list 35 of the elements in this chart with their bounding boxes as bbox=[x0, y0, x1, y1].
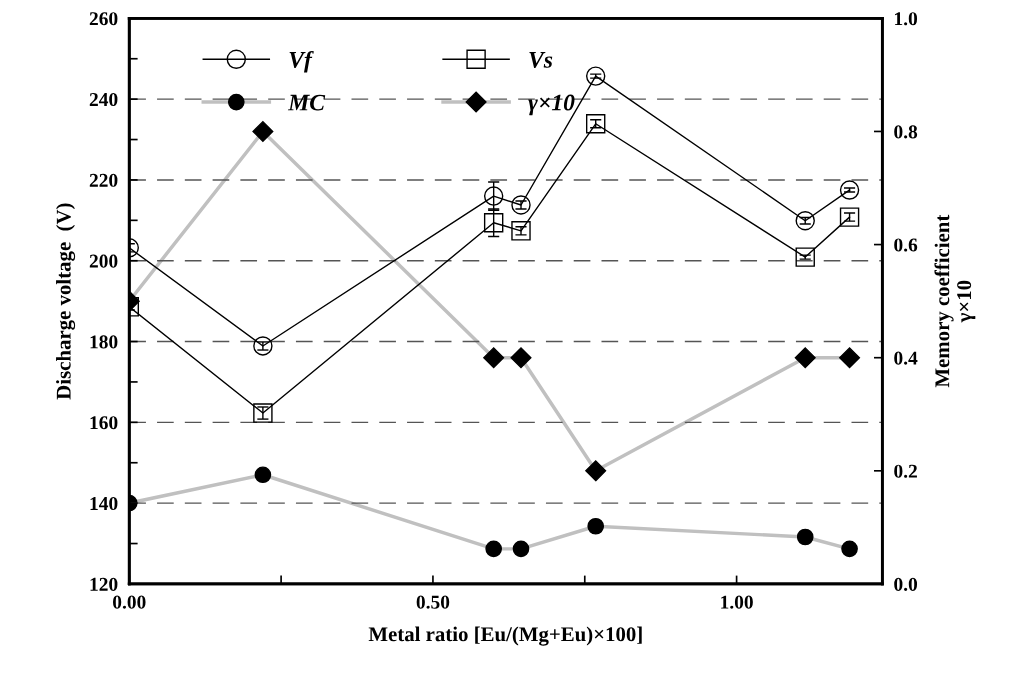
y-tick-label: 260 bbox=[89, 12, 118, 26]
point bbox=[585, 66, 606, 86]
y-tick-label: 180 bbox=[90, 335, 118, 349]
legend-label: Vs bbox=[529, 52, 553, 68]
point bbox=[253, 336, 273, 356]
point bbox=[839, 180, 860, 200]
point bbox=[483, 213, 504, 233]
point bbox=[839, 207, 860, 227]
x-tick-label: 1.00 bbox=[721, 595, 753, 609]
y-tick-label: 160 bbox=[90, 416, 118, 430]
y2-tick-label: 0.2 bbox=[894, 464, 917, 478]
y2-tick-label: 0.0 bbox=[894, 577, 918, 591]
y-tick-label: 200 bbox=[89, 254, 118, 268]
y2-tick-label: 0.4 bbox=[894, 351, 918, 365]
x-axis-title: Metal ratio [Eu/(Mg+Eu)×100] bbox=[368, 626, 642, 646]
point bbox=[585, 114, 606, 134]
legend-label: γ×10 bbox=[528, 94, 575, 116]
point bbox=[511, 195, 531, 215]
y-tick-label: 140 bbox=[90, 496, 118, 511]
y2-tick-label: 1.0 bbox=[895, 12, 918, 26]
x-tick-label: 0.50 bbox=[416, 595, 450, 609]
y-axis-title: Discharge voltage (V) bbox=[56, 203, 76, 400]
legend-label: Vf bbox=[289, 50, 314, 73]
legend-label: MC bbox=[287, 94, 326, 111]
x-tick-label: 0.00 bbox=[113, 595, 146, 609]
y-tick-label: 220 bbox=[89, 173, 118, 187]
y2-tick-label: 0.6 bbox=[894, 238, 918, 252]
point bbox=[795, 247, 815, 267]
y-tick-label: 120 bbox=[90, 577, 118, 591]
y-tick-label: 240 bbox=[89, 92, 118, 107]
point bbox=[795, 211, 815, 231]
y2-axis-title: Memory coefficient γ×10 bbox=[934, 214, 976, 388]
y2-tick-label: 0.8 bbox=[894, 125, 918, 139]
point bbox=[511, 221, 531, 241]
point bbox=[483, 186, 504, 206]
